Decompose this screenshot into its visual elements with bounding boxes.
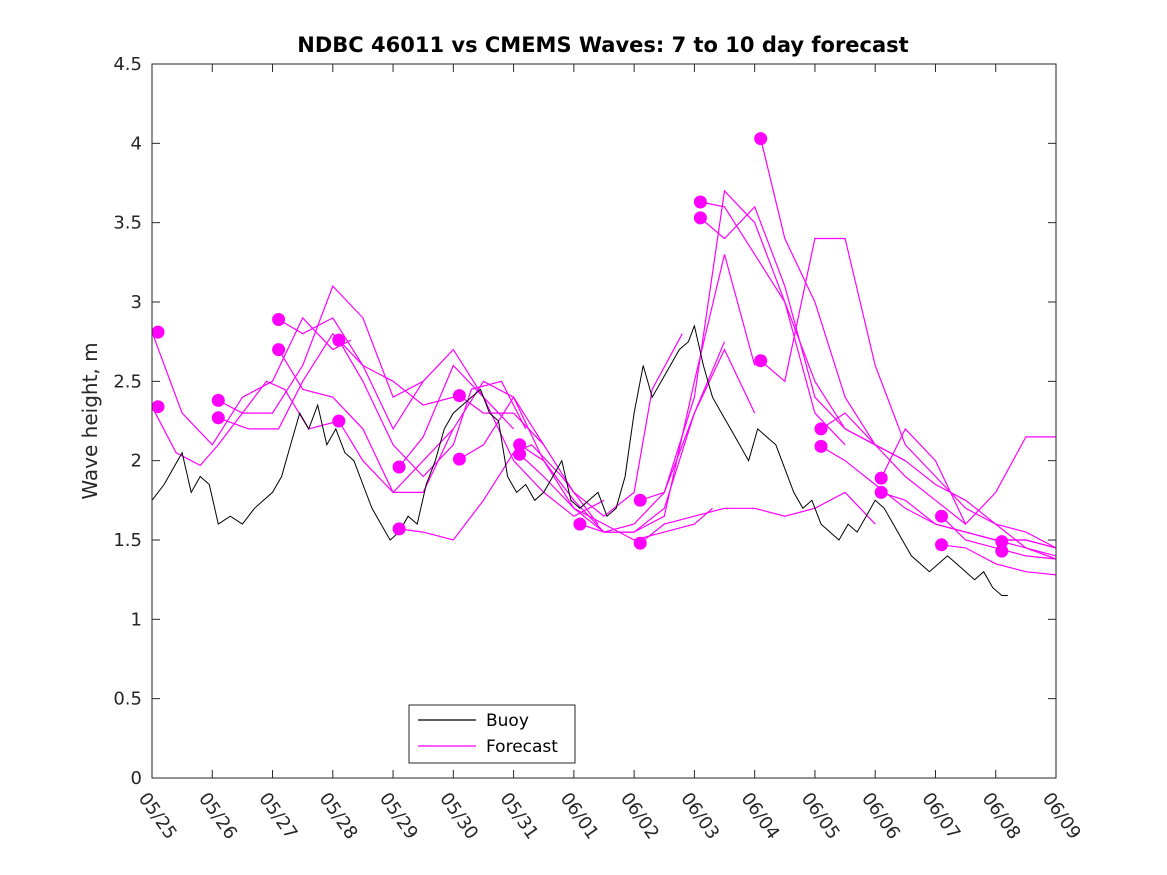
y-tick-label-0: 0 xyxy=(131,768,142,789)
y-tick-label-2: 1 xyxy=(131,609,142,630)
forecast-run-line-27 xyxy=(1001,539,1057,549)
legend-box xyxy=(408,704,576,764)
forecast-run-line-25 xyxy=(941,515,1057,560)
forecast-run-line-15 xyxy=(640,189,846,501)
forecast-marker-5 xyxy=(272,343,286,357)
forecast-marker-8 xyxy=(392,460,406,474)
x-tick-label-10: 06/04 xyxy=(737,789,784,844)
y-axis-label: Wave height, m xyxy=(78,342,102,499)
forecast-run-line-18 xyxy=(700,205,876,446)
buoy-series-line xyxy=(151,324,1008,596)
forecast-marker-25 xyxy=(935,509,948,523)
forecast-marker-27 xyxy=(995,535,1009,549)
forecast-run-line-12 xyxy=(519,254,756,533)
forecast-marker-13 xyxy=(513,447,527,461)
forecast-run-line-23 xyxy=(880,427,1056,526)
forecast-run-line-7 xyxy=(338,380,545,494)
x-tick-label-9: 06/03 xyxy=(676,789,723,844)
forecast-marker-23 xyxy=(874,471,888,485)
forecast-marker-3 xyxy=(211,411,225,425)
y-tick-label-3: 1.5 xyxy=(113,530,142,551)
x-tick-label-6: 05/31 xyxy=(496,789,543,844)
forecast-run-line-13 xyxy=(519,453,713,541)
y-tick-label-9: 4.5 xyxy=(113,54,142,75)
plot-frame xyxy=(151,63,1057,779)
forecast-run-line-10 xyxy=(459,333,683,517)
y-tick-label-7: 3.5 xyxy=(113,213,142,234)
x-tick-label-5: 05/30 xyxy=(435,789,482,844)
plot-area xyxy=(152,64,1056,778)
forecast-marker-0 xyxy=(151,325,165,339)
forecast-marker-7 xyxy=(332,414,346,428)
x-tick-label-1: 05/26 xyxy=(194,789,241,844)
forecast-marker-6 xyxy=(332,333,346,347)
marker-layer xyxy=(151,132,1009,558)
forecast-marker-11 xyxy=(452,452,466,466)
x-tick-label-13: 06/07 xyxy=(917,789,964,844)
forecast-marker-14 xyxy=(573,517,587,531)
forecast-run-line-20 xyxy=(760,237,1057,557)
y-tick-label-5: 2.5 xyxy=(113,371,142,392)
x-tick-label-7: 06/01 xyxy=(556,789,603,844)
y-tick-label-6: 3 xyxy=(131,292,142,313)
x-tick-label-8: 06/02 xyxy=(616,789,663,844)
forecast-run-line-26 xyxy=(941,544,1057,576)
forecast-marker-4 xyxy=(272,313,286,326)
forecast-marker-10 xyxy=(452,389,466,403)
x-tick-label-0: 05/25 xyxy=(134,789,181,844)
chart-title: NDBC 46011 vs CMEMS Waves: 7 to 10 day f… xyxy=(297,33,908,57)
x-tick-label-11: 06/05 xyxy=(797,789,844,844)
legend-buoy-label: Buoy xyxy=(486,711,529,731)
x-tick-label-15: 06/09 xyxy=(1038,789,1085,844)
forecast-marker-26 xyxy=(935,538,948,552)
forecast-marker-21 xyxy=(814,422,828,436)
forecast-run-line-16 xyxy=(639,491,876,544)
legend: Buoy Forecast xyxy=(408,704,576,764)
forecast-run-line-21 xyxy=(820,412,1057,549)
x-tick-label-4: 05/29 xyxy=(375,789,422,844)
legend-forecast-label: Forecast xyxy=(486,737,558,757)
forecast-run-line-6 xyxy=(338,339,527,478)
forecast-marker-12 xyxy=(513,438,527,452)
forecast-marker-1 xyxy=(151,400,165,414)
forecast-marker-2 xyxy=(211,393,225,407)
forecast-marker-18 xyxy=(693,211,707,225)
forecast-marker-15 xyxy=(633,493,647,507)
forecast-run-line-19 xyxy=(760,138,966,525)
x-tick-label-3: 05/28 xyxy=(315,789,362,844)
forecast-run-line-0 xyxy=(151,316,352,446)
x-tick-label-12: 06/06 xyxy=(857,789,904,844)
y-tick-label-1: 0.5 xyxy=(113,689,142,710)
forecast-run-line-9 xyxy=(399,444,599,541)
forecast-marker-16 xyxy=(633,536,647,550)
forecast-run-line-5 xyxy=(278,349,454,493)
y-tick-label-8: 4 xyxy=(131,133,142,154)
x-tick-label-14: 06/08 xyxy=(978,789,1025,844)
forecast-run-line-4 xyxy=(278,317,515,431)
forecast-marker-20 xyxy=(754,354,768,368)
forecast-marker-17 xyxy=(693,195,707,209)
forecast-marker-24 xyxy=(874,485,888,499)
forecast-marker-19 xyxy=(754,132,768,146)
forecast-marker-22 xyxy=(814,439,828,453)
forecast-marker-28 xyxy=(995,544,1009,558)
forecast-marker-9 xyxy=(392,522,406,536)
forecast-run-line-8 xyxy=(398,364,605,517)
series-layer xyxy=(151,138,1057,596)
x-tick-label-2: 05/27 xyxy=(254,789,301,844)
y-tick-label-4: 2 xyxy=(131,451,142,472)
